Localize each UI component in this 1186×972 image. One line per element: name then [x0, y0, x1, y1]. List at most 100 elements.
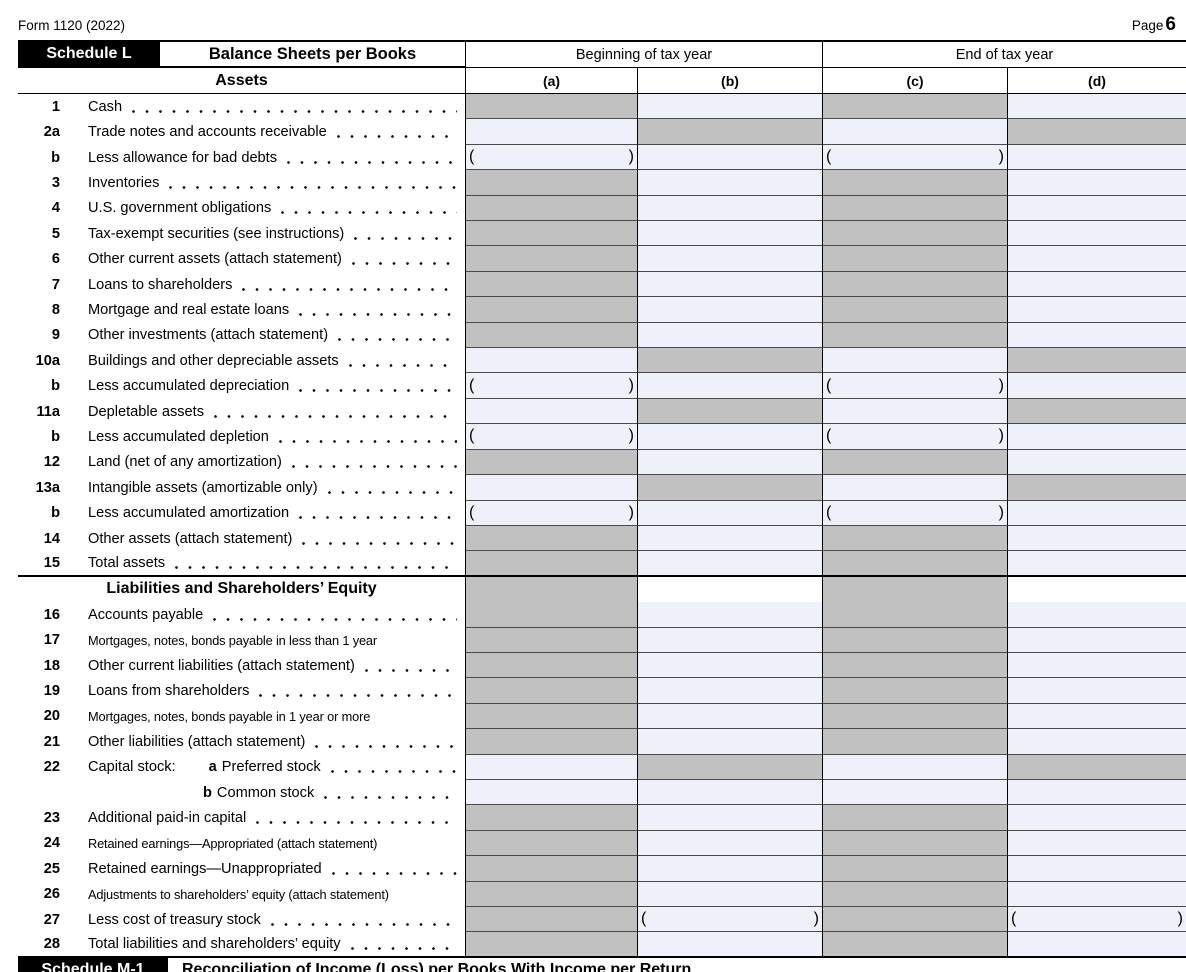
- amount-cell-10b-a[interactable]: (): [465, 373, 637, 399]
- amount-cell-5-d[interactable]: [1007, 221, 1186, 247]
- amount-cell-27-d[interactable]: (): [1007, 907, 1186, 933]
- line-number: 2a: [43, 124, 60, 141]
- amount-cell-9-b[interactable]: [637, 322, 822, 349]
- amount-cell-16-d[interactable]: [1007, 602, 1186, 628]
- amount-cell-11a-c[interactable]: [822, 398, 1007, 425]
- amount-cell-2a-a[interactable]: [465, 119, 637, 145]
- amount-cell-26-b[interactable]: [637, 881, 822, 907]
- amount-cell-5-b[interactable]: [637, 221, 822, 247]
- amount-cell-13b-a[interactable]: (): [465, 500, 637, 526]
- amount-cell-3-d[interactable]: [1007, 170, 1186, 196]
- amount-cell-13b-c[interactable]: (): [822, 500, 1007, 526]
- amount-cell-2b-a[interactable]: (): [465, 144, 637, 171]
- amount-cell-26-d[interactable]: [1007, 881, 1186, 907]
- shaded-cell-27-a: [465, 907, 637, 933]
- line-description-2b: b Less allowance for bad debts: [18, 145, 465, 170]
- table-row-2b: b Less allowance for bad debts()(): [18, 144, 1186, 171]
- amount-cell-14-d[interactable]: [1007, 525, 1186, 552]
- amount-cell-22b-d[interactable]: [1007, 779, 1186, 806]
- amount-cell-2b-c[interactable]: (): [822, 144, 1007, 171]
- amount-cell-24-b[interactable]: [637, 830, 822, 857]
- shaded-cell-26-c: [822, 881, 1007, 907]
- shaded-cell-20-a: [465, 703, 637, 730]
- amount-cell-17-d[interactable]: [1007, 627, 1186, 653]
- amount-cell-10a-a[interactable]: [465, 348, 637, 374]
- line-description-26: 26 Adjustments to shareholders’ equity (a…: [18, 882, 465, 907]
- amount-cell-11a-a[interactable]: [465, 398, 637, 425]
- amount-cell-19-b[interactable]: [637, 678, 822, 704]
- table-row-14: 14 Other assets (attach statement): [18, 525, 1186, 552]
- amount-cell-15-d[interactable]: [1007, 551, 1186, 577]
- dot-leader: [364, 668, 457, 673]
- amount-cell-2b-d[interactable]: [1007, 144, 1186, 171]
- table-row-13a: 13a Intangible assets (amortizable only): [18, 475, 1186, 501]
- amount-cell-28-d[interactable]: [1007, 932, 1186, 958]
- amount-cell-20-d[interactable]: [1007, 703, 1186, 730]
- amount-cell-28-b[interactable]: [637, 932, 822, 958]
- amount-cell-22b-a[interactable]: [465, 779, 637, 806]
- amount-cell-11b-b[interactable]: [637, 424, 822, 450]
- amount-cell-4-b[interactable]: [637, 195, 822, 222]
- amount-cell-19-d[interactable]: [1007, 678, 1186, 704]
- amount-cell-21-d[interactable]: [1007, 729, 1186, 755]
- amount-cell-7-d[interactable]: [1007, 271, 1186, 298]
- amount-cell-22a-c[interactable]: [822, 754, 1007, 780]
- amount-cell-13a-a[interactable]: [465, 475, 637, 501]
- paren-close: ): [998, 148, 1004, 166]
- amount-cell-2a-c[interactable]: [822, 119, 1007, 145]
- amount-cell-1-d[interactable]: [1007, 94, 1186, 120]
- amount-cell-10b-d[interactable]: [1007, 373, 1186, 399]
- amount-cell-7-b[interactable]: [637, 271, 822, 298]
- amount-cell-15-b[interactable]: [637, 551, 822, 577]
- amount-cell-1-b[interactable]: [637, 94, 822, 120]
- amount-cell-10b-c[interactable]: (): [822, 373, 1007, 399]
- shaded-cell-liab-header-a: [465, 576, 637, 603]
- shaded-cell-21-a: [465, 729, 637, 755]
- column-letter-d: (d): [1007, 68, 1186, 94]
- amount-cell-17-b[interactable]: [637, 627, 822, 653]
- amount-cell-2b-b[interactable]: [637, 144, 822, 171]
- amount-cell-4-d[interactable]: [1007, 195, 1186, 222]
- amount-cell-8-b[interactable]: [637, 297, 822, 323]
- amount-cell-6-b[interactable]: [637, 246, 822, 272]
- amount-cell-24-d[interactable]: [1007, 830, 1186, 857]
- amount-cell-13b-b[interactable]: [637, 500, 822, 526]
- amount-cell-14-b[interactable]: [637, 525, 822, 552]
- amount-cell-10b-b[interactable]: [637, 373, 822, 399]
- amount-cell-23-d[interactable]: [1007, 805, 1186, 831]
- line-number: 28: [43, 936, 60, 953]
- amount-cell-13b-d[interactable]: [1007, 500, 1186, 526]
- line-label: Capital stock:: [88, 759, 176, 776]
- amount-cell-21-b[interactable]: [637, 729, 822, 755]
- amount-cell-8-d[interactable]: [1007, 297, 1186, 323]
- amount-cell-12-b[interactable]: [637, 449, 822, 476]
- amount-cell-27-b[interactable]: (): [637, 907, 822, 933]
- amount-cell-9-d[interactable]: [1007, 322, 1186, 349]
- amount-cell-11b-c[interactable]: (): [822, 424, 1007, 450]
- amount-cell-22b-c[interactable]: [822, 779, 1007, 806]
- shaded-cell-8-c: [822, 297, 1007, 323]
- line-description-11b: b Less accumulated depletion: [18, 424, 465, 449]
- line-number: 24: [43, 835, 60, 852]
- amount-cell-22b-b[interactable]: [637, 779, 822, 806]
- amount-cell-3-b[interactable]: [637, 170, 822, 196]
- amount-cell-25-b[interactable]: [637, 856, 822, 882]
- amount-cell-6-d[interactable]: [1007, 246, 1186, 272]
- amount-cell-16-b[interactable]: [637, 602, 822, 628]
- amount-cell-18-d[interactable]: [1007, 652, 1186, 679]
- amount-cell-10a-c[interactable]: [822, 348, 1007, 374]
- line-number: 10a: [35, 352, 60, 369]
- amount-cell-23-b[interactable]: [637, 805, 822, 831]
- amount-cell-13a-c[interactable]: [822, 475, 1007, 501]
- amount-cell-11b-d[interactable]: [1007, 424, 1186, 450]
- amount-cell-25-d[interactable]: [1007, 856, 1186, 882]
- amount-cell-11b-a[interactable]: (): [465, 424, 637, 450]
- amount-cell-22a-a[interactable]: [465, 754, 637, 780]
- amount-cell-12-d[interactable]: [1007, 449, 1186, 476]
- table-row-2a: 2a Trade notes and accounts receivable: [18, 119, 1186, 145]
- shaded-cell-23-a: [465, 805, 637, 831]
- shaded-cell-2a-b: [637, 119, 822, 145]
- amount-cell-20-b[interactable]: [637, 703, 822, 730]
- shaded-cell-22a-d: [1007, 754, 1186, 780]
- amount-cell-18-b[interactable]: [637, 652, 822, 679]
